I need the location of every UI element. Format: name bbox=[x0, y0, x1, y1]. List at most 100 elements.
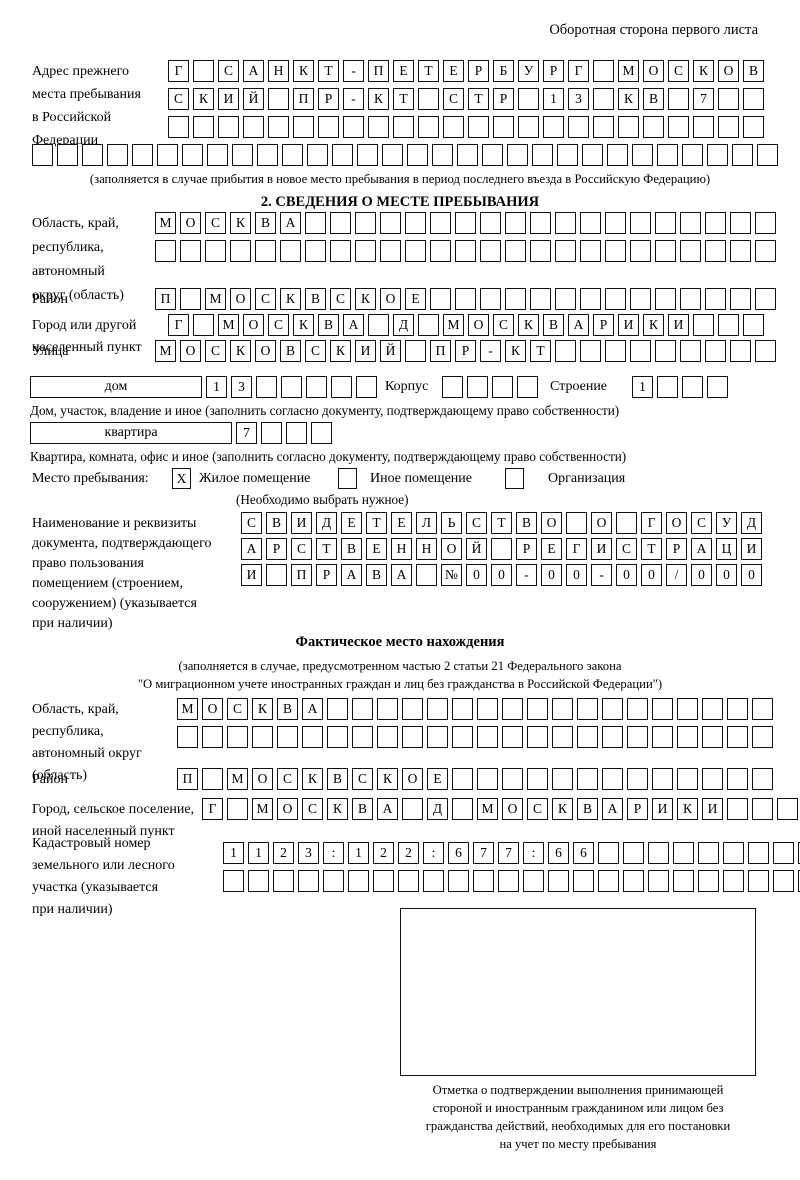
house-number-row-cell-4[interactable] bbox=[279, 376, 304, 398]
prev-address-row-2-cell-12[interactable]: С bbox=[441, 88, 466, 110]
actual-city-row-cell-24[interactable] bbox=[775, 798, 800, 820]
region-row-1-cell-7[interactable] bbox=[303, 212, 328, 234]
prev-address-row-3-cell-19[interactable] bbox=[616, 116, 641, 138]
doc-row-2-cell-12[interactable]: Р bbox=[514, 538, 539, 560]
doc-row-3-cell-18[interactable]: / bbox=[664, 564, 689, 586]
cadastral-row-1-cell-23[interactable] bbox=[771, 842, 796, 864]
actual-region-row-1-cell-22[interactable] bbox=[700, 698, 725, 720]
cadastral-row-2-cell-12[interactable] bbox=[496, 870, 521, 892]
korpus-row-cell-1[interactable] bbox=[440, 376, 465, 398]
doc-row-1-cell-15[interactable]: О bbox=[589, 512, 614, 534]
doc-row-2-cell-16[interactable]: С bbox=[614, 538, 639, 560]
prev-address-row-3-cell-10[interactable] bbox=[391, 116, 416, 138]
city-row-cell-22[interactable] bbox=[691, 314, 716, 336]
street-row-cell-20[interactable] bbox=[628, 340, 653, 362]
actual-city-row-cell-16[interactable]: В bbox=[575, 798, 600, 820]
prev-address-row-3-cell-17[interactable] bbox=[566, 116, 591, 138]
region-row-1-cell-10[interactable] bbox=[378, 212, 403, 234]
street-row-cell-9[interactable]: И bbox=[353, 340, 378, 362]
district-row-cell-5[interactable]: С bbox=[253, 288, 278, 310]
prev-address-row-1-cell-14[interactable]: Б bbox=[491, 60, 516, 82]
district-row-cell-7[interactable]: В bbox=[303, 288, 328, 310]
stroenie-row-cell-4[interactable] bbox=[705, 376, 730, 398]
doc-row-2-cell-1[interactable]: А bbox=[239, 538, 264, 560]
korpus-row-cell-3[interactable] bbox=[490, 376, 515, 398]
region-row-2-cell-12[interactable] bbox=[428, 240, 453, 262]
prev-address-row-3-cell-18[interactable] bbox=[591, 116, 616, 138]
stroenie-row-cell-1[interactable]: 1 bbox=[630, 376, 655, 398]
actual-region-row-2-cell-23[interactable] bbox=[725, 726, 750, 748]
prev-address-row-2-cell-17[interactable]: 3 bbox=[566, 88, 591, 110]
prev-address-row-4-cell-29[interactable] bbox=[730, 144, 755, 166]
prev-address-row-1-cell-11[interactable]: Т bbox=[416, 60, 441, 82]
cadastral-row-2-cell-13[interactable] bbox=[521, 870, 546, 892]
street-row-cell-13[interactable]: Р bbox=[453, 340, 478, 362]
region-row-1-cell-6[interactable]: А bbox=[278, 212, 303, 234]
district-row-cell-3[interactable]: М bbox=[203, 288, 228, 310]
house-number-row-cell-3[interactable] bbox=[254, 376, 279, 398]
region-row-2[interactable] bbox=[153, 240, 778, 262]
actual-city-row-cell-2[interactable] bbox=[225, 798, 250, 820]
cadastral-row-2-cell-10[interactable] bbox=[446, 870, 471, 892]
actual-region-row-1-cell-23[interactable] bbox=[725, 698, 750, 720]
actual-region-row-1-cell-15[interactable] bbox=[525, 698, 550, 720]
region-row-2-cell-21[interactable] bbox=[653, 240, 678, 262]
prev-address-row-4-cell-8[interactable] bbox=[205, 144, 230, 166]
district-row-cell-8[interactable]: С bbox=[328, 288, 353, 310]
city-row-cell-8[interactable]: А bbox=[341, 314, 366, 336]
doc-row-1-cell-11[interactable]: Т bbox=[489, 512, 514, 534]
region-row-1-cell-8[interactable] bbox=[328, 212, 353, 234]
region-row-2-cell-8[interactable] bbox=[328, 240, 353, 262]
region-row-1-cell-9[interactable] bbox=[353, 212, 378, 234]
region-row-2-cell-15[interactable] bbox=[503, 240, 528, 262]
prev-address-row-4-cell-17[interactable] bbox=[430, 144, 455, 166]
prev-address-row-4-cell-23[interactable] bbox=[580, 144, 605, 166]
prev-address-row-4-cell-7[interactable] bbox=[180, 144, 205, 166]
prev-address-row-3-cell-2[interactable] bbox=[191, 116, 216, 138]
actual-region-row-1-cell-2[interactable]: О bbox=[200, 698, 225, 720]
doc-row-2-cell-13[interactable]: Е bbox=[539, 538, 564, 560]
doc-row-3-cell-12[interactable]: - bbox=[514, 564, 539, 586]
actual-region-row-1-cell-20[interactable] bbox=[650, 698, 675, 720]
actual-district-row-cell-18[interactable] bbox=[600, 768, 625, 790]
prev-address-row-3-cell-3[interactable] bbox=[216, 116, 241, 138]
region-row-1-cell-14[interactable] bbox=[478, 212, 503, 234]
prev-address-row-3-cell-22[interactable] bbox=[691, 116, 716, 138]
doc-row-3-cell-20[interactable]: 0 bbox=[714, 564, 739, 586]
district-row-cell-18[interactable] bbox=[578, 288, 603, 310]
actual-region-row-2-cell-10[interactable] bbox=[400, 726, 425, 748]
doc-row-2-cell-4[interactable]: Т bbox=[314, 538, 339, 560]
actual-city-row-cell-12[interactable]: М bbox=[475, 798, 500, 820]
prev-address-row-3-cell-13[interactable] bbox=[466, 116, 491, 138]
doc-row-3-cell-14[interactable]: 0 bbox=[564, 564, 589, 586]
doc-row-2-cell-11[interactable] bbox=[489, 538, 514, 560]
street-row-cell-17[interactable] bbox=[553, 340, 578, 362]
doc-row-3-cell-16[interactable]: 0 bbox=[614, 564, 639, 586]
city-row-cell-16[interactable]: В bbox=[541, 314, 566, 336]
prev-address-row-2-cell-19[interactable]: К bbox=[616, 88, 641, 110]
cadastral-row-2-cell-23[interactable] bbox=[771, 870, 796, 892]
actual-city-row-cell-10[interactable]: Д bbox=[425, 798, 450, 820]
prev-address-row-1-cell-24[interactable]: В bbox=[741, 60, 766, 82]
actual-city-row-cell-13[interactable]: О bbox=[500, 798, 525, 820]
prev-address-row-1-cell-10[interactable]: Е bbox=[391, 60, 416, 82]
doc-row-3-cell-1[interactable]: И bbox=[239, 564, 264, 586]
prev-address-row-2-cell-23[interactable] bbox=[716, 88, 741, 110]
region-row-2-cell-10[interactable] bbox=[378, 240, 403, 262]
region-row-1-cell-13[interactable] bbox=[453, 212, 478, 234]
actual-district-row-cell-6[interactable]: К bbox=[300, 768, 325, 790]
doc-row-3-cell-6[interactable]: В bbox=[364, 564, 389, 586]
doc-row-3-cell-4[interactable]: Р bbox=[314, 564, 339, 586]
region-row-2-cell-2[interactable] bbox=[178, 240, 203, 262]
prev-address-row-4-cell-13[interactable] bbox=[330, 144, 355, 166]
actual-region-row-2-cell-11[interactable] bbox=[425, 726, 450, 748]
doc-row-3-cell-2[interactable] bbox=[264, 564, 289, 586]
region-row-1-cell-1[interactable]: М bbox=[153, 212, 178, 234]
district-row-cell-6[interactable]: К bbox=[278, 288, 303, 310]
region-row-1-cell-21[interactable] bbox=[653, 212, 678, 234]
district-row-cell-22[interactable] bbox=[678, 288, 703, 310]
prev-address-row-1-cell-21[interactable]: С bbox=[666, 60, 691, 82]
actual-district-row-cell-2[interactable] bbox=[200, 768, 225, 790]
